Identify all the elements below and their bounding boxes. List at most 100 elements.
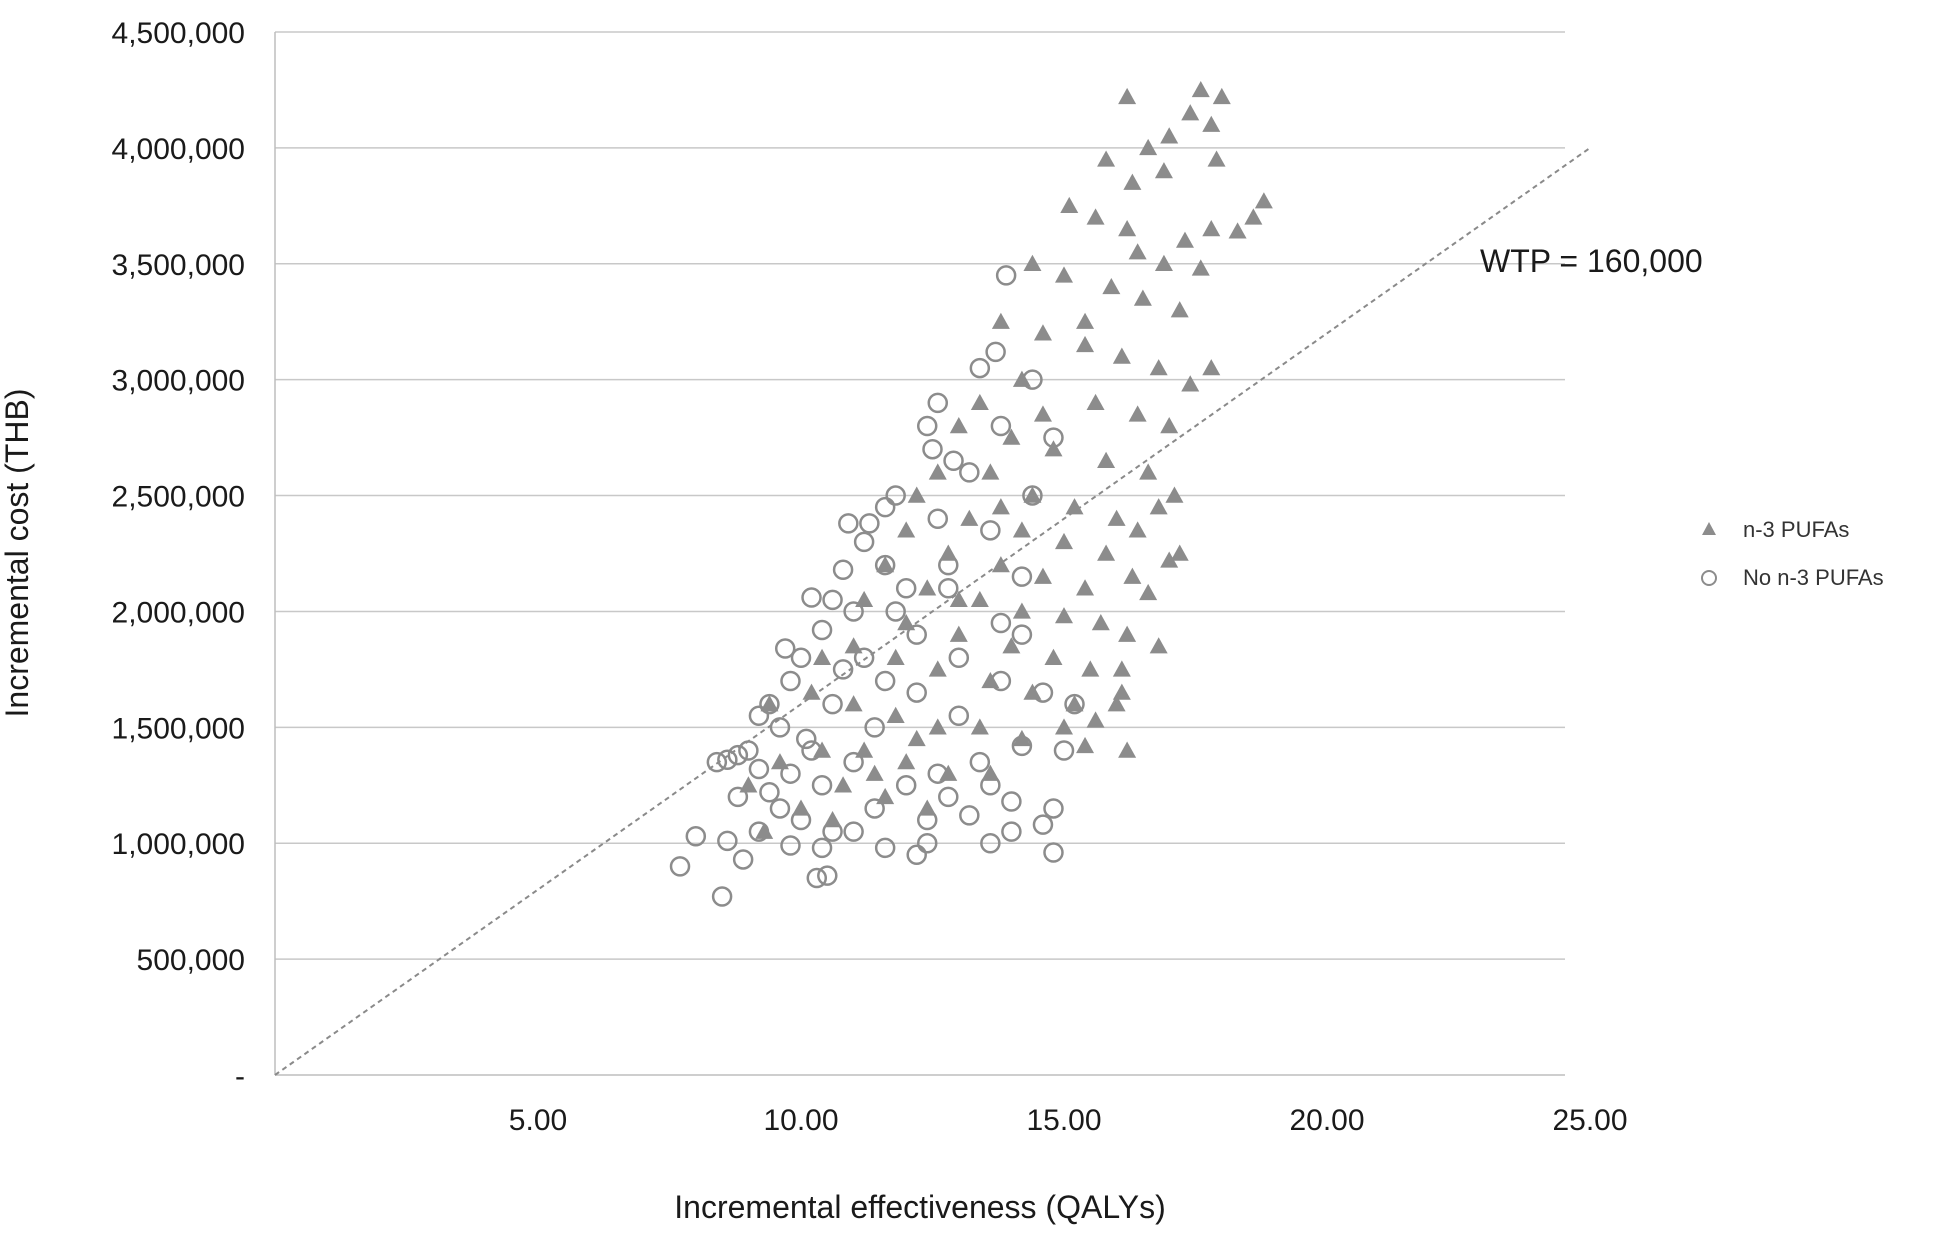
y-tick-label: 1,500,000	[112, 712, 245, 745]
point-n3-pufas	[1139, 463, 1158, 480]
point-n3-pufas	[844, 695, 863, 712]
data-points	[669, 80, 1273, 907]
point-n3-pufas	[1107, 509, 1126, 526]
point-n3-pufas	[813, 741, 832, 758]
point-no-n3-pufas	[853, 531, 875, 553]
point-no-n3-pufas	[717, 749, 738, 771]
point-no-n3-pufas	[832, 559, 854, 580]
point-n3-pufas	[970, 393, 989, 411]
point-n3-pufas	[1086, 711, 1105, 728]
point-no-n3-pufas	[843, 821, 864, 842]
x-tick-label: 15.00	[1026, 1104, 1101, 1137]
point-no-n3-pufas	[980, 775, 1001, 796]
point-n3-pufas	[1139, 583, 1158, 601]
point-no-n3-pufas	[895, 775, 917, 796]
point-no-n3-pufas	[769, 798, 791, 819]
point-no-n3-pufas	[864, 798, 885, 819]
point-no-n3-pufas	[822, 589, 843, 611]
point-no-n3-pufas	[727, 786, 749, 808]
point-no-n3-pufas	[1032, 814, 1054, 835]
point-n3-pufas	[855, 741, 874, 758]
point-no-n3-pufas	[790, 647, 812, 669]
point-no-n3-pufas	[895, 578, 917, 599]
point-no-n3-pufas	[906, 682, 927, 703]
point-n3-pufas	[1207, 150, 1226, 167]
y-tick-label: 4,500,000	[112, 17, 245, 50]
point-n3-pufas	[1055, 266, 1073, 283]
point-no-n3-pufas	[938, 786, 959, 808]
point-n3-pufas	[1181, 104, 1200, 121]
point-n3-pufas	[886, 706, 905, 723]
point-no-n3-pufas	[906, 844, 927, 866]
y-tick-label: 2,500,000	[112, 481, 245, 514]
point-no-n3-pufas	[838, 513, 859, 534]
point-no-n3-pufas	[995, 265, 1017, 286]
point-n3-pufas	[949, 590, 968, 608]
point-no-n3-pufas	[885, 485, 906, 506]
point-no-n3-pufas	[927, 763, 949, 784]
point-n3-pufas	[755, 822, 774, 839]
point-no-n3-pufas	[822, 821, 843, 842]
point-n3-pufas	[1076, 312, 1095, 329]
point-no-n3-pufas	[748, 758, 770, 780]
point-no-n3-pufas	[927, 392, 949, 414]
y-tick-label: 1,000,000	[112, 828, 245, 861]
point-no-n3-pufas	[727, 744, 749, 766]
point-n3-pufas	[1202, 359, 1221, 376]
point-no-n3-pufas	[801, 587, 822, 608]
point-n3-pufas	[991, 556, 1010, 573]
point-n3-pufas	[1076, 736, 1095, 754]
point-n3-pufas	[1181, 375, 1200, 392]
point-no-n3-pufas	[790, 809, 812, 831]
point-n3-pufas	[1097, 451, 1116, 468]
point-n3-pufas	[1128, 405, 1147, 422]
point-n3-pufas	[1033, 324, 1052, 341]
point-n3-pufas	[1254, 192, 1273, 209]
point-n3-pufas	[1123, 567, 1142, 584]
point-no-n3-pufas	[817, 865, 838, 886]
point-no-n3-pufas	[1043, 842, 1064, 863]
point-no-n3-pufas	[1022, 369, 1043, 390]
point-n3-pufas	[1065, 498, 1084, 515]
y-tick-label: 4,000,000	[112, 133, 245, 166]
point-n3-pufas	[876, 556, 895, 573]
point-n3-pufas	[1160, 417, 1179, 434]
point-no-n3-pufas	[990, 670, 1012, 692]
point-n3-pufas	[1244, 208, 1263, 225]
point-n3-pufas	[928, 660, 947, 677]
point-no-n3-pufas	[859, 513, 880, 534]
point-no-n3-pufas	[801, 740, 822, 761]
point-n3-pufas	[1202, 115, 1221, 132]
point-no-n3-pufas	[1043, 427, 1064, 448]
point-no-n3-pufas	[927, 508, 949, 529]
x-tick-labels: 5.00 10.00 15.00 20.00 25.00	[509, 1104, 1628, 1137]
point-n3-pufas	[1123, 173, 1142, 190]
point-n3-pufas	[981, 671, 1000, 689]
point-no-n3-pufas	[822, 693, 843, 715]
point-no-n3-pufas	[948, 647, 970, 669]
point-no-n3-pufas	[780, 670, 801, 692]
point-no-n3-pufas	[843, 751, 864, 773]
point-no-n3-pufas	[853, 647, 875, 669]
point-no-n3-pufas	[948, 705, 970, 726]
point-no-n3-pufas	[811, 775, 833, 796]
point-no-n3-pufas	[1053, 740, 1075, 761]
point-no-n3-pufas	[811, 619, 833, 641]
point-no-n3-pufas	[1032, 682, 1054, 703]
point-n3-pufas	[991, 312, 1010, 329]
point-no-n3-pufas	[985, 341, 1006, 363]
point-no-n3-pufas	[980, 520, 1001, 541]
point-no-n3-pufas	[874, 496, 896, 518]
y-tick-label: -	[235, 1060, 245, 1093]
point-no-n3-pufas	[990, 612, 1012, 634]
point-no-n3-pufas	[1011, 735, 1033, 757]
point-n3-pufas	[1112, 660, 1131, 677]
wtp-threshold-label: WTP = 160,000	[1480, 243, 1703, 279]
point-n3-pufas	[991, 498, 1010, 515]
point-no-n3-pufas	[711, 886, 733, 907]
point-n3-pufas	[949, 417, 968, 434]
point-n3-pufas	[897, 614, 916, 631]
x-tick-label: 20.00	[1289, 1104, 1364, 1137]
y-tick-label: 3,500,000	[112, 249, 245, 282]
point-n3-pufas	[855, 590, 874, 608]
